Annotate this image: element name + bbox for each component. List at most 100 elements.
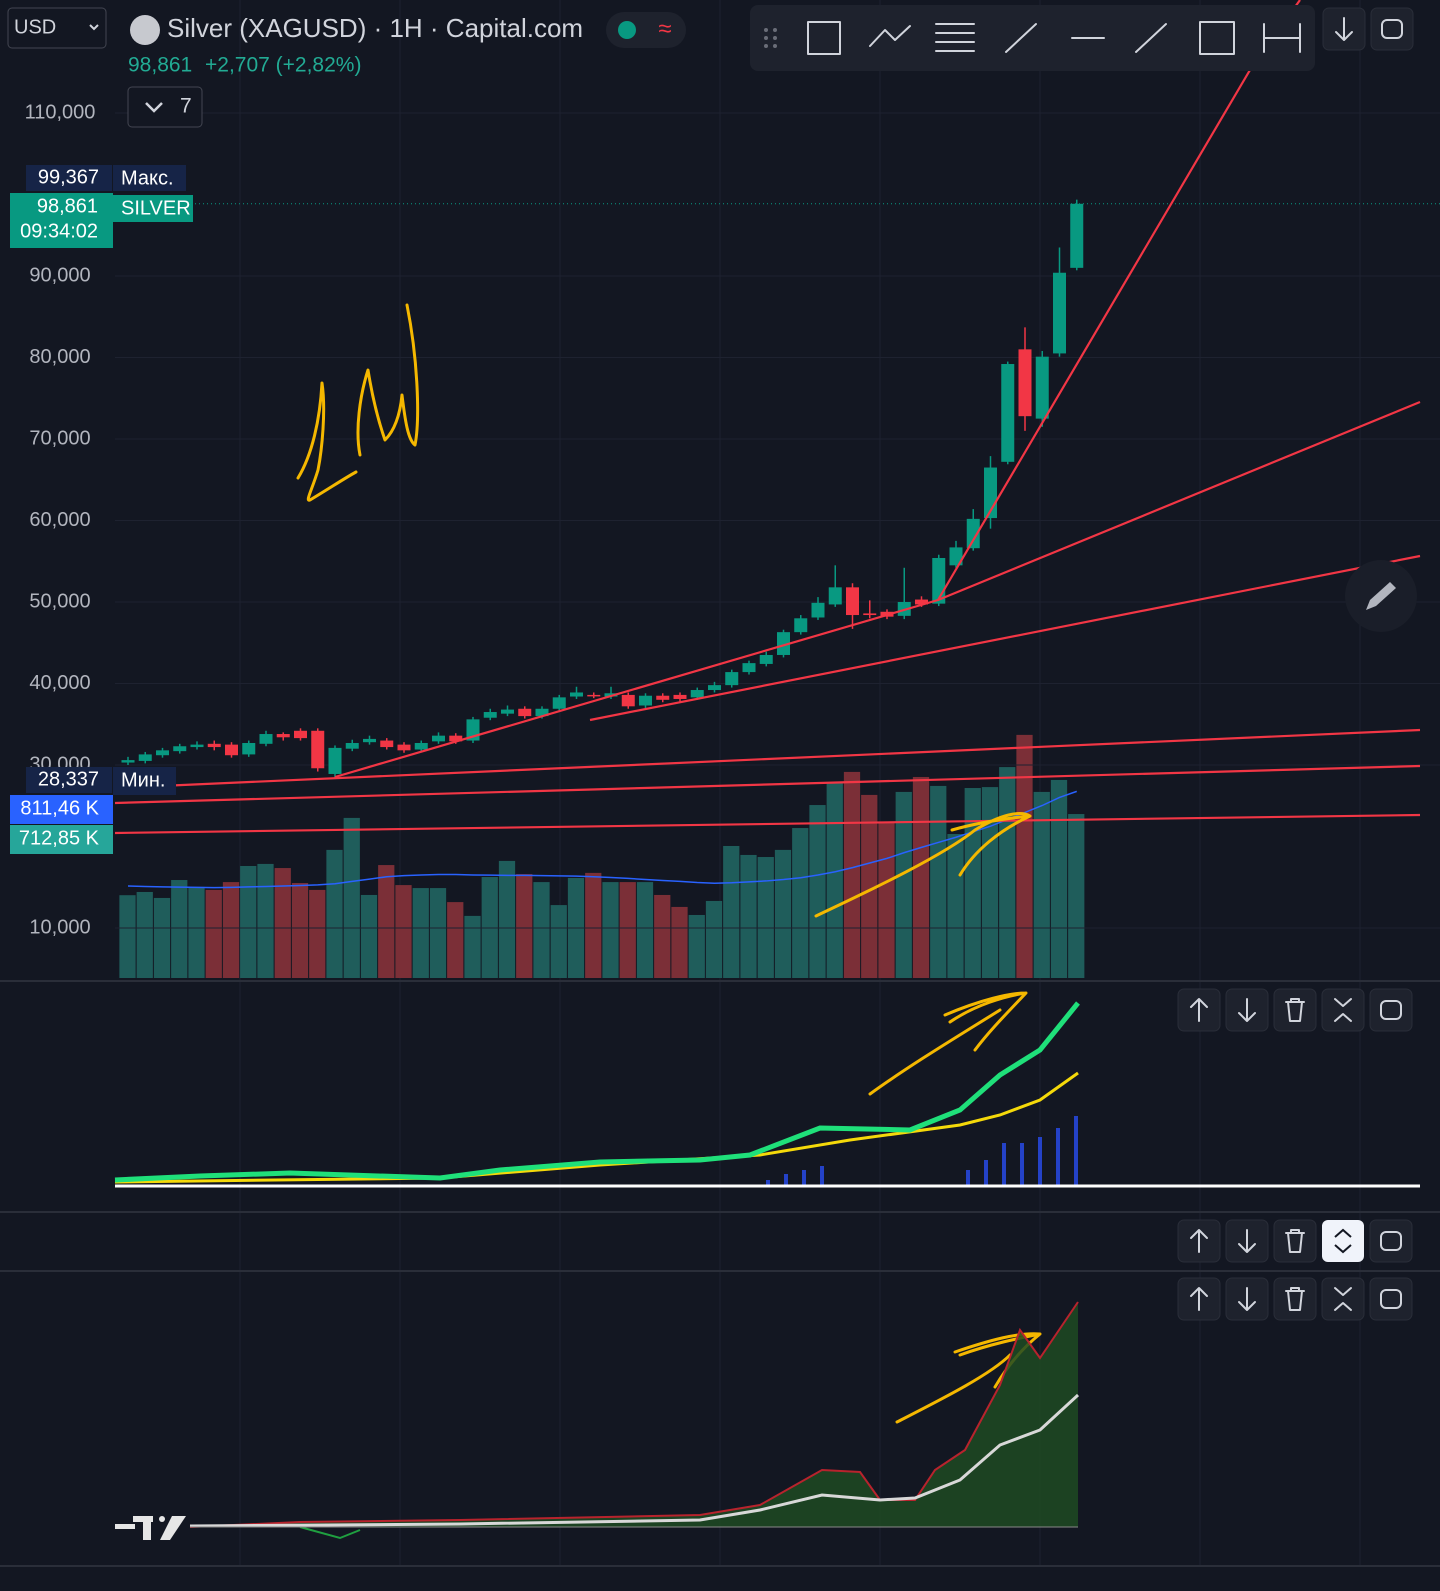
max-tag-box [113,165,186,191]
currency-select[interactable] [7,7,107,49]
candle-body [552,697,566,709]
candle-body [190,744,204,748]
indicators-toggle[interactable] [127,86,203,128]
candle-body [535,708,549,717]
delete[interactable] [1273,988,1317,1032]
volume-bar [188,886,205,978]
volume-bar [291,883,309,978]
range-tool[interactable] [1263,23,1301,53]
max-tag: Макс. [121,167,174,189]
symbol-logo [130,15,160,45]
volume-bar [395,885,412,978]
candle-body [259,734,273,744]
candle-body [1035,356,1049,419]
candle-body [794,618,808,633]
volume-bar [309,889,326,978]
collapse[interactable] [1321,1277,1365,1321]
candle-body [363,738,376,743]
maximize[interactable] [1369,988,1413,1032]
volume-bar [740,854,757,978]
trend-lines [114,0,1421,835]
fib-tool[interactable] [935,23,975,52]
candle-body [846,587,859,616]
volume-bar [447,902,464,978]
expand[interactable] [1322,1220,1364,1262]
oscillator-pane [114,1001,1420,1188]
volume-bar [516,874,533,978]
volume-bar [136,891,153,978]
volume-bar [222,882,240,978]
volume-bar [378,865,395,978]
candle-body [742,663,756,673]
collapse[interactable] [1321,988,1365,1032]
candle-body [483,712,497,718]
volume-bar [964,788,981,978]
status-pill [606,12,686,48]
y-tick-label: 90,000 [29,264,90,286]
volume-bar [240,865,257,978]
candle-body [863,613,877,616]
volume-bar [119,895,136,978]
button-row [1177,988,1413,1032]
volume-bar [912,776,930,978]
candle-body [449,735,463,742]
drawing-toolbar [750,5,1414,71]
volume-bar [688,914,705,978]
volume-ma-line [127,790,1077,889]
volume-bar [326,849,343,978]
candle-body [242,742,256,755]
min-tag: Мин. [121,769,165,791]
volume-ma-box [10,795,113,824]
volume-bar [274,868,291,978]
maximize[interactable] [1369,1219,1413,1263]
volume-bar [602,882,619,978]
button-row [1177,1277,1413,1321]
volume-bar [843,771,861,978]
delete[interactable] [1273,1219,1317,1263]
path-tool[interactable] [869,25,911,47]
volume-bar [981,787,999,978]
volume-bar [654,894,671,978]
volume-bar [705,900,723,978]
pane-separators [0,980,1440,1567]
volume-bar [1033,791,1050,978]
y-tick-label: 40,000 [29,672,90,694]
volume-bar [947,834,964,978]
candle-body [207,743,221,748]
header-change: +2,707 (+2,82%) [205,54,361,77]
candle-body [173,746,187,752]
maximize[interactable] [1370,7,1414,51]
ray-tool[interactable] [1005,23,1037,53]
candle-body [414,742,428,750]
candle-body [690,690,704,698]
candle-body [276,734,290,738]
delay-icon: ≈ [658,15,671,42]
candle-body [1018,349,1032,417]
y-tick-label: 50,000 [29,590,90,612]
candle-body [759,654,773,664]
candle-body [1001,364,1015,462]
min-label-box [26,767,112,793]
y-tick-label: 10,000 [29,916,90,938]
candle-body [828,587,842,605]
volume-bar [809,805,826,978]
indicators-count: 7 [180,95,192,118]
maximize[interactable] [1369,1277,1413,1321]
delete[interactable] [1273,1277,1317,1321]
measure-tool[interactable] [1199,21,1235,55]
currency: USD [14,16,56,38]
volume-bar [153,897,171,978]
y-tick-label: 110,000 [25,101,96,123]
candle-body [311,730,325,769]
candle-body [138,754,152,761]
symbol-tag: SILVER [121,197,191,219]
candle-body [811,602,825,618]
rectangle-tool[interactable] [807,21,841,55]
volume-bar [999,767,1016,978]
trendline-tool[interactable] [1135,23,1167,53]
current-price-label: 98,861 [37,195,98,217]
area-indicator-pane [115,1301,1080,1540]
y-tick-label: 60,000 [29,509,90,531]
histogram [766,1116,1078,1186]
